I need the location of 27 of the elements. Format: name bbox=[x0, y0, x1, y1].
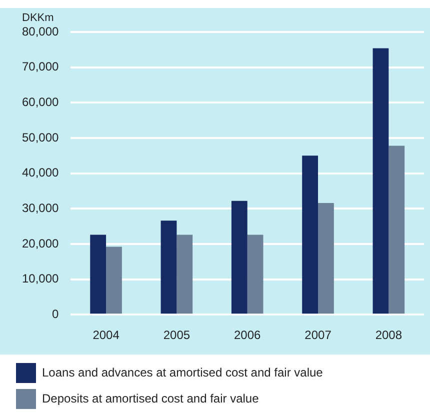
y-axis-title: DKKm bbox=[22, 12, 54, 24]
legend-label: Deposits at amortised cost and fair value bbox=[42, 391, 260, 406]
x-tick-label: 2007 bbox=[304, 328, 332, 342]
bar bbox=[160, 220, 177, 314]
y-tick-label: 40,000 bbox=[22, 166, 60, 180]
y-tick-label: 0 bbox=[52, 306, 60, 321]
bar bbox=[388, 146, 405, 314]
bar bbox=[90, 234, 106, 314]
y-tick-label: 70,000 bbox=[22, 60, 60, 74]
legend-label: Loans and advances at amortised cost and fair value bbox=[42, 365, 324, 380]
x-tick-label: 2006 bbox=[234, 328, 262, 342]
bar bbox=[247, 234, 264, 314]
x-tick-label: 2004 bbox=[92, 328, 120, 342]
bar bbox=[106, 246, 122, 314]
y-tick-label: 50,000 bbox=[22, 130, 60, 144]
x-tick-label: 2005 bbox=[163, 328, 190, 342]
bar bbox=[318, 202, 334, 314]
bar bbox=[302, 156, 318, 314]
y-tick-label: 60,000 bbox=[22, 94, 60, 109]
bar bbox=[176, 234, 193, 314]
bar bbox=[372, 48, 389, 314]
y-tick-label: 10,000 bbox=[22, 272, 60, 286]
x-tick-label: 2008 bbox=[375, 328, 402, 342]
y-tick-label: 30,000 bbox=[22, 200, 60, 215]
y-tick-label: 20,000 bbox=[22, 236, 60, 250]
y-tick-label: 80,000 bbox=[22, 24, 60, 38]
bar bbox=[231, 200, 248, 314]
